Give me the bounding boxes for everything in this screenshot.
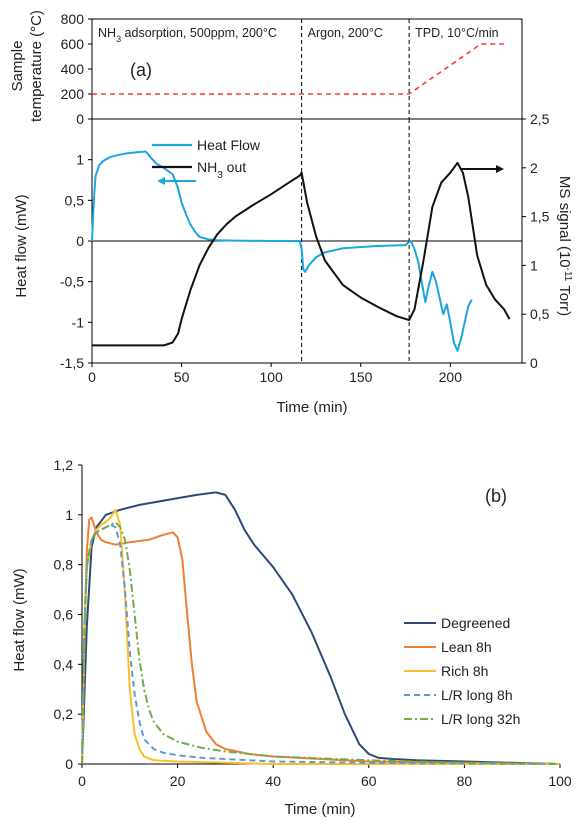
panel-a-bottom-y2tick-label: 1 [530,257,538,273]
panel-a-bottom-y2tick-label: 1,5 [530,209,550,225]
panel-b-ytick-label: 0 [65,756,73,772]
panel-b-xtick-label: 100 [548,773,572,789]
panel-a-bottom-ytick-label: 1 [76,152,84,168]
panel-b-ytick-label: 0,2 [54,706,74,722]
panel-a-top-phase-labels: NH3 adsorption, 500ppm, 200°C Argon, 200°… [98,26,499,44]
panel-b-legend: Degreened Lean 8h Rich 8h L/R long 8h L/R lo… [404,615,520,727]
panel-b-ytick-label: 0,4 [54,656,74,672]
panel-b-ytick-label: 1 [65,507,73,523]
legend-label-heat-flow: Heat Flow [197,137,261,153]
panel-b-xtick-label: 40 [265,773,281,789]
panel-a-bottom-y2tick-label: 0 [530,355,538,371]
panel-b-y-ticks: 0 0,2 0,4 0,6 0,8 1 1,2 [54,457,82,772]
panel-b-ytick-label: 0,8 [54,557,74,573]
legend-label-degreened: Degreened [441,615,510,631]
panel-a-label: (a) [130,60,152,80]
panel-a-bottom-ytick-label: 0,5 [65,192,85,208]
series-line-degreened [81,491,561,765]
sample-temperature-line [92,43,505,95]
phase-label: TPD, 10°C/min [415,26,499,40]
panel-a-bottom-xtick-label: 50 [174,369,190,385]
panel-b-xtick-label: 20 [170,773,186,789]
panel-a-bottom-ytick-label: -1,5 [60,355,84,371]
panel-a-bottom-xtick-label: 200 [439,369,463,385]
series-line-l-r-long-32h [81,521,561,765]
panel-b-series [81,491,561,765]
legend-label-nh3-out: NH3 out [197,159,246,181]
panel-a-bottom-ytick-label: -0,5 [60,274,84,290]
panel-a-bottom-x-ticks: 0 50 100 150 200 [88,363,462,385]
panel-a-top-ytick-label: 0 [76,111,84,127]
panel-a-bottom-series [91,150,511,352]
panel-b: 0 0,2 0,4 0,6 0,8 1 1,2 0 20 40 60 80 100 (b) Degre… [11,457,572,818]
panel-a-bottom-y2label: MS signal (10-11 Torr) [556,176,574,316]
arrow-left-head [157,177,165,185]
panel-b-ytick-label: 0,6 [54,607,74,623]
legend-label-l-r-long-32h: L/R long 32h [441,711,520,727]
panel-b-xtick-label: 80 [457,773,473,789]
panel-a-bottom-ytick-label: -1 [72,314,85,330]
panel-a-top-ylabel-line2: temperature (°C) [28,10,45,122]
panel-a-top-ytick-label: 600 [61,36,85,52]
panel-b-xtick-label: 0 [78,773,86,789]
panel-a-bottom-xtick-label: 100 [259,369,283,385]
panel-a-top-ylabel-line1: Sample [9,41,26,92]
heat-flow-line [91,150,473,352]
legend-label-rich-8h: Rich 8h [441,663,488,679]
panel-a-bottom-xlabel: Time (min) [276,399,347,416]
panel-a-bottom-xtick-label: 0 [88,369,96,385]
legend-label-lean-8h: Lean 8h [441,639,492,655]
panel-a-bottom-xtick-label: 150 [349,369,373,385]
panel-b-ylabel: Heat flow (mW) [11,568,28,671]
panel-a-bottom-y-ticks: -1,5 -1 -0,5 0 0,5 1 [60,152,92,371]
panel-a-bottom-y2tick-label: 2 [530,160,538,176]
arrow-right-head [496,165,504,173]
panel-b-ytick-label: 1,2 [54,457,74,473]
phase-label: NH3 adsorption, 500ppm, 200°C [98,26,277,44]
panel-a-bottom-y2tick-label: 2,5 [530,111,550,127]
panel-b-label: (b) [485,486,507,506]
panel-a-top-ytick-label: 400 [61,61,85,77]
panel-a-top-ytick-label: 200 [61,86,85,102]
panel-a-bottom-arrows [157,165,504,185]
panel-a-bottom-y2tick-label: 0,5 [530,306,550,322]
legend-label-l-r-long-8h: L/R long 8h [441,687,513,703]
panel-a-bottom-ytick-label: 0 [76,233,84,249]
panel-a-top-phase-dividers [301,19,410,119]
panel-b-xlabel: Time (min) [284,801,355,818]
panel-a-top-ytick-label: 800 [61,11,85,27]
panel-a-bottom-y2-ticks: 0 0,5 1 1,5 2 2,5 [522,111,550,371]
panel-b-xtick-label: 60 [361,773,377,789]
panel-a-top: 0 200 400 600 800 NH3 adsorption, 500ppm, 20… [9,10,523,127]
panel-a-top-series [92,43,505,95]
panel-a-top-y-ticks: 0 200 400 600 800 [61,11,92,127]
panel-a-bottom-ylabel: Heat flow (mW) [13,194,30,297]
panel-a-bottom: -1,5 -1 -0,5 0 0,5 1 0 0,5 1 1,5 2 2,5 0 50 100 150 20… [13,111,574,416]
panel-a-bottom-legend: Heat Flow NH3 out [152,137,261,181]
phase-label: Argon, 200°C [308,26,383,40]
panel-b-x-ticks: 0 20 40 60 80 100 [78,764,572,789]
nh3-out-line [92,161,511,347]
